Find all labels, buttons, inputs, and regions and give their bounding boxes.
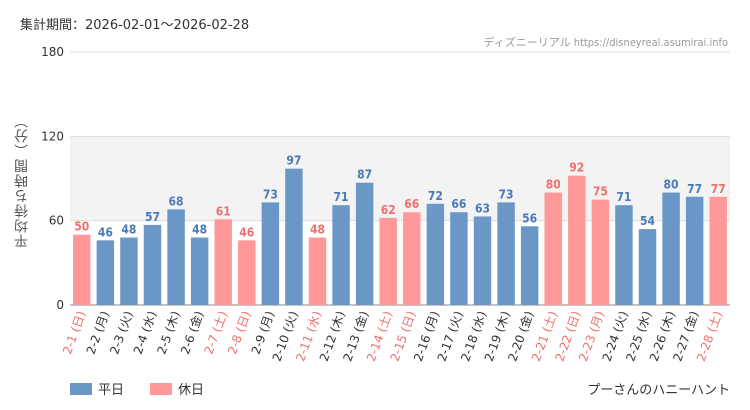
bar: [638, 229, 657, 305]
data-label: 46: [98, 225, 113, 239]
bar: [379, 217, 397, 305]
data-label: 92: [569, 161, 584, 175]
bar: [143, 224, 162, 305]
data-label: 62: [381, 203, 396, 217]
bar: [591, 199, 610, 305]
data-label: 56: [522, 211, 537, 225]
y-tick-label: 120: [41, 129, 64, 143]
bar: [238, 240, 256, 305]
data-label: 73: [263, 187, 278, 201]
bar: [261, 202, 280, 305]
data-label: 68: [169, 194, 184, 208]
bar: [662, 192, 680, 305]
data-label: 54: [640, 214, 656, 228]
data-label: 71: [334, 190, 349, 204]
y-tick-label: 180: [41, 45, 64, 59]
data-label: 97: [286, 154, 301, 168]
data-label: 48: [192, 223, 207, 237]
bar: [308, 237, 327, 305]
legend-weekday-label: 平日: [98, 383, 125, 398]
bar: [544, 192, 562, 305]
bar: [450, 212, 468, 305]
data-label: 57: [145, 210, 160, 224]
site-credit: ディズニーリアル https://disneyreal.asumirai.inf…: [483, 36, 728, 49]
bar: [355, 182, 374, 305]
bar: [214, 219, 232, 305]
y-tick-label: 60: [49, 214, 64, 228]
data-label: 50: [74, 220, 89, 234]
bar: [685, 196, 704, 305]
data-label: 46: [239, 225, 254, 239]
legend-holiday-swatch: [150, 382, 173, 395]
bar: [73, 234, 91, 305]
legend-weekday: 平日: [70, 379, 124, 398]
bar: [473, 216, 492, 305]
data-label: 63: [475, 201, 490, 215]
data-label: 66: [404, 197, 419, 211]
data-label: 80: [546, 178, 561, 192]
legend-weekday-swatch: [70, 382, 92, 395]
bar: [332, 205, 350, 305]
bar: [96, 240, 115, 305]
bar: [615, 205, 633, 305]
bar: [120, 237, 138, 305]
data-label: 87: [357, 168, 372, 182]
legend-holiday-label: 休日: [178, 383, 205, 398]
data-label: 48: [121, 223, 136, 237]
bar: [568, 175, 586, 305]
data-label: 66: [451, 197, 466, 211]
data-label: 48: [310, 223, 325, 237]
data-label: 72: [428, 189, 443, 203]
data-label: 75: [593, 185, 608, 199]
bar: [520, 226, 539, 305]
bar: [497, 202, 515, 305]
data-label: 80: [664, 178, 679, 192]
y-tick-label: 0: [56, 298, 64, 312]
data-label: 61: [216, 204, 231, 218]
attraction-name: プーさんのハニーハント: [587, 383, 730, 398]
bar: [285, 168, 303, 305]
bar: [190, 237, 209, 305]
data-label: 71: [616, 190, 631, 204]
bar: [167, 209, 185, 305]
data-label: 77: [711, 182, 726, 196]
bar: [403, 212, 421, 305]
bar: [426, 203, 445, 305]
collection-period: 集計期間：2026-02-01～2026-02-28: [20, 18, 250, 33]
legend: 平日 休日: [70, 379, 204, 398]
data-label: 77: [687, 182, 702, 196]
legend-holiday: 休日: [150, 379, 204, 398]
data-label: 73: [499, 187, 514, 201]
bar: [709, 196, 727, 305]
